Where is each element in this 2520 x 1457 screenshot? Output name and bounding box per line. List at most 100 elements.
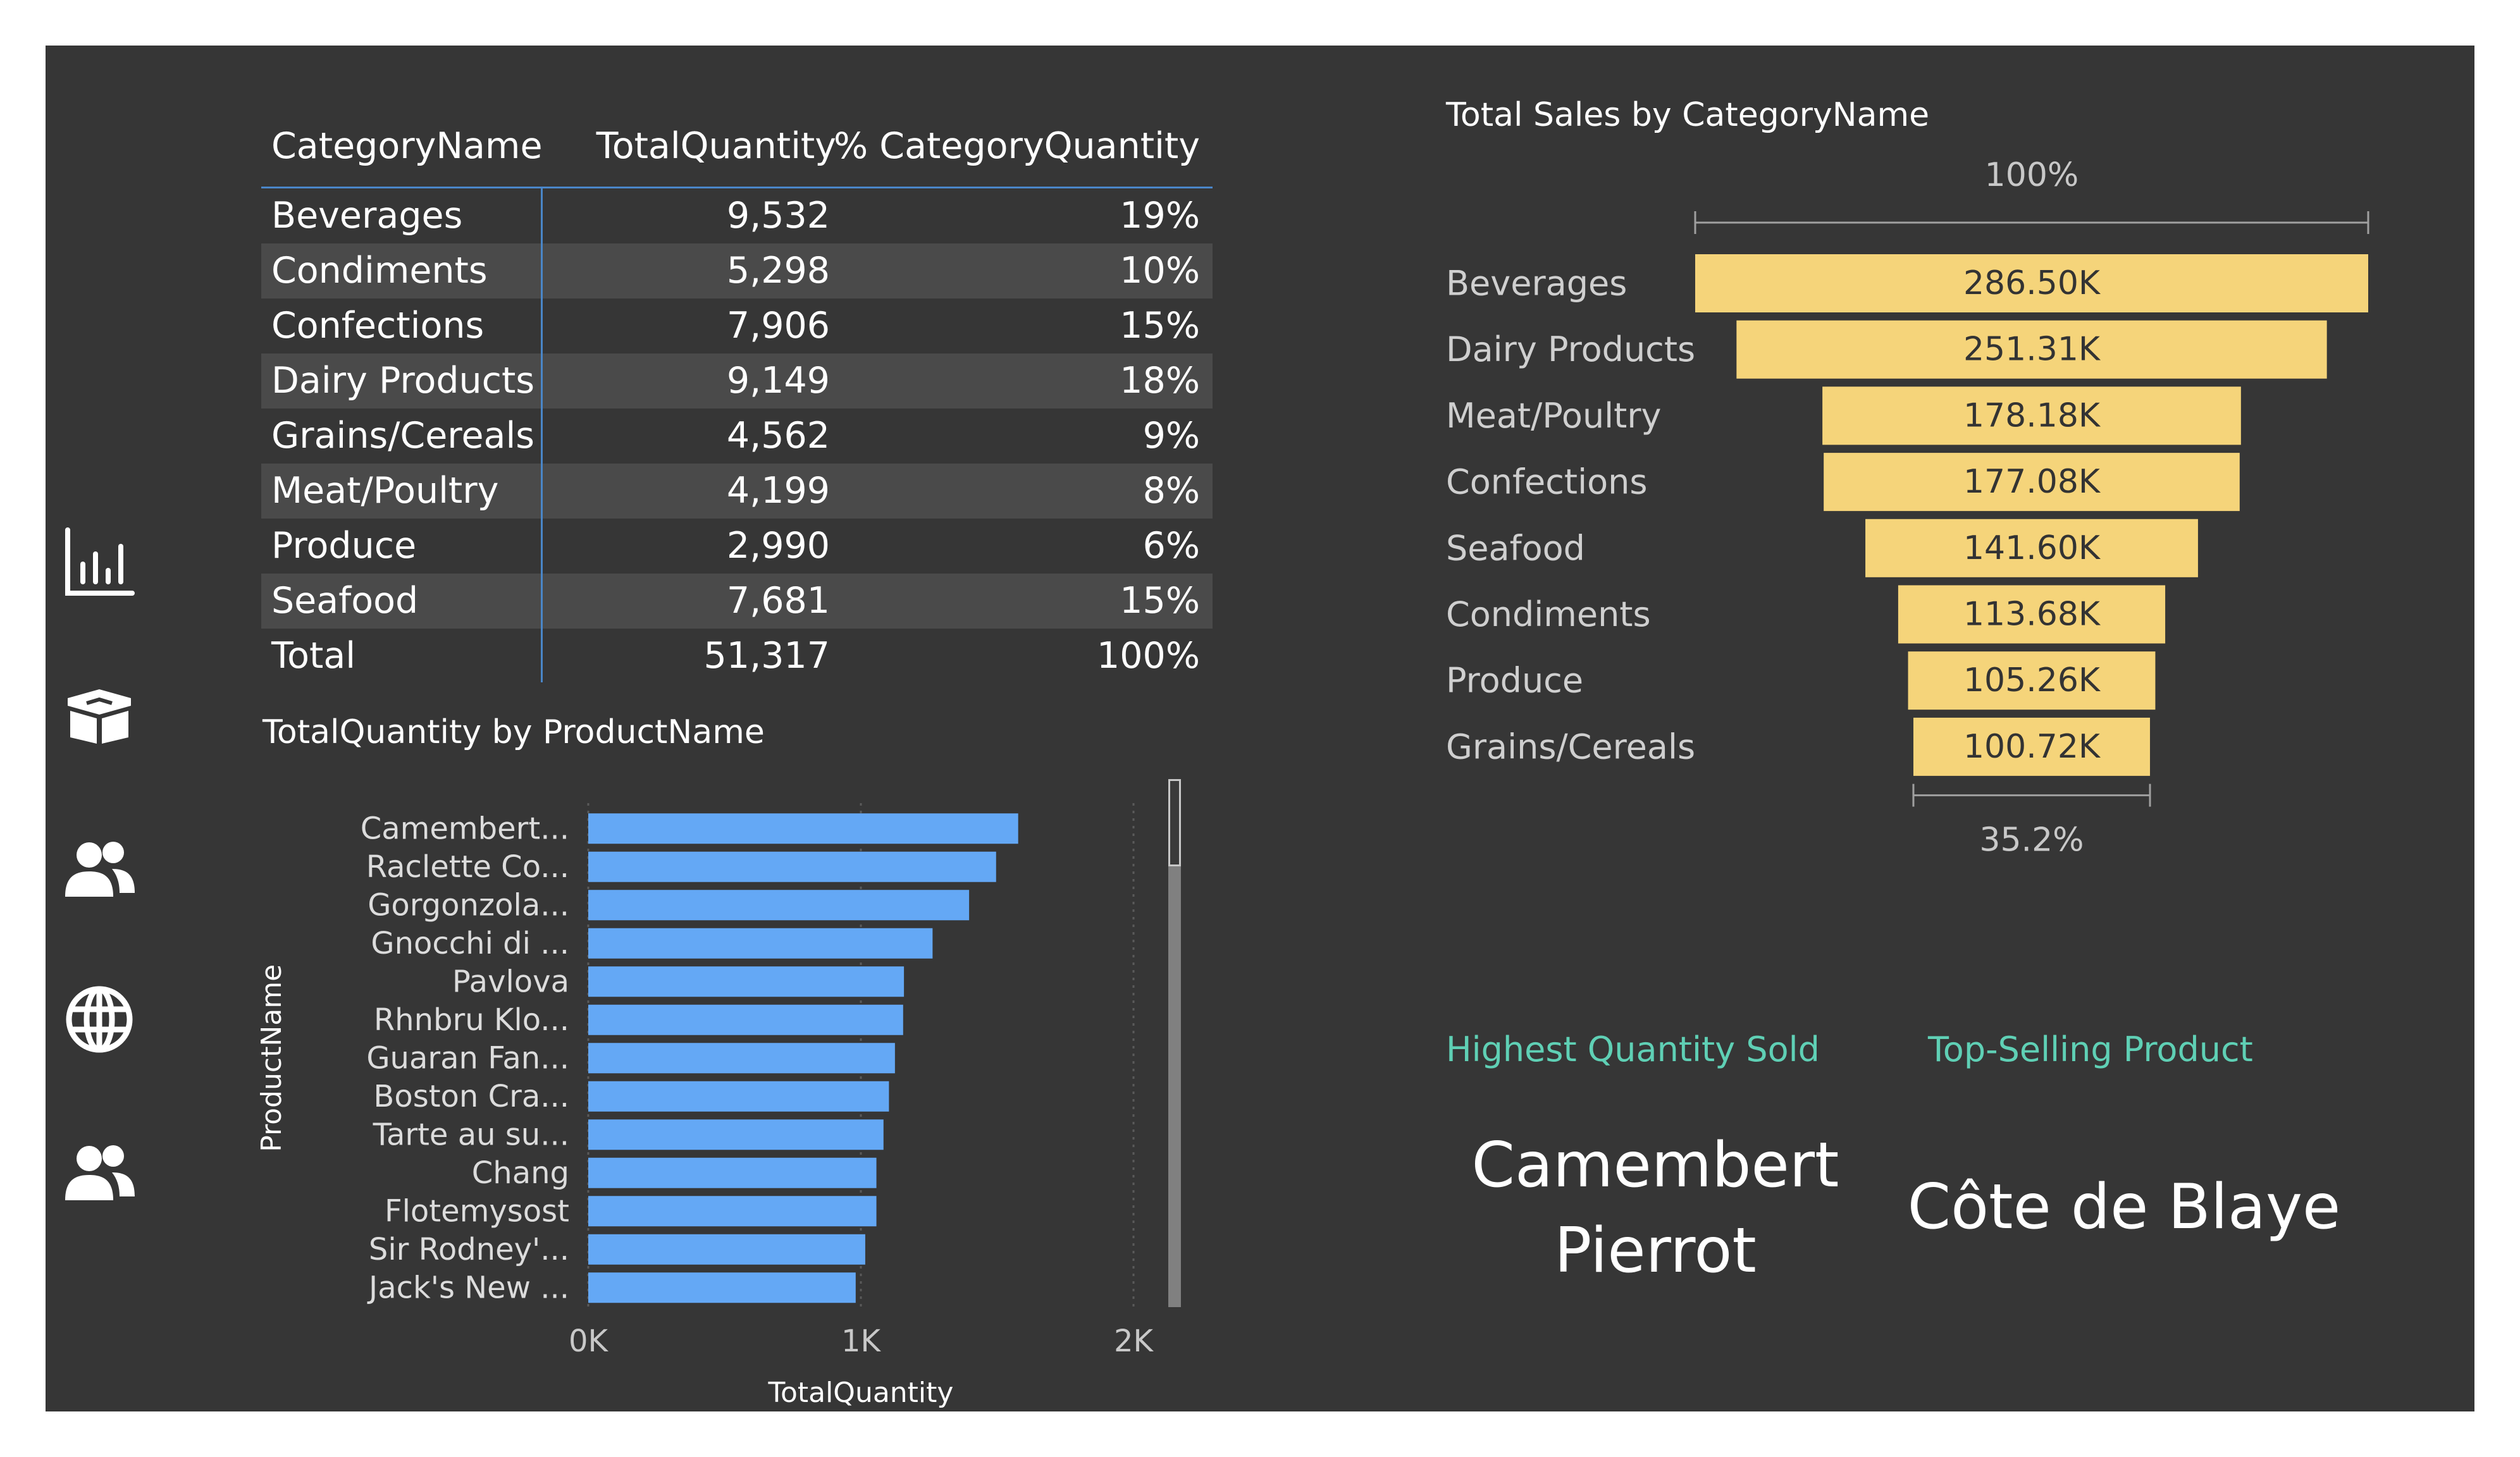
total-label: Total	[271, 635, 356, 677]
users-icon[interactable]	[61, 1133, 137, 1209]
bar-chart-svg: Camembert...Raclette Co...Gorgonzola...G…	[256, 803, 1154, 1409]
column-header[interactable]: CategoryName	[271, 125, 543, 167]
bar[interactable]	[588, 890, 970, 921]
cell-percent: 19%	[1120, 195, 1200, 237]
cell-percent: 6%	[1142, 525, 1200, 567]
cell-quantity: 9,149	[726, 360, 830, 402]
cell-category: Seafood	[271, 580, 419, 622]
category-label: Boston Cra...	[373, 1079, 569, 1114]
x-tick-label: 0K	[569, 1324, 609, 1359]
bar[interactable]	[588, 928, 933, 959]
header-divider	[261, 187, 1213, 188]
funnel-value-label: 141.60K	[1963, 529, 2101, 567]
chart-scrollbar[interactable]	[1168, 779, 1181, 1307]
funnel-category-label: Dairy Products	[1446, 329, 1695, 369]
funnel-value-label: 100.72K	[1963, 728, 2101, 766]
cell-quantity: 9,532	[726, 195, 830, 237]
funnel-category-label: Confections	[1446, 462, 1647, 502]
column-header[interactable]: % CategoryQuantity	[834, 125, 1200, 167]
table-row[interactable]: Seafood 7,681 15%	[261, 574, 1213, 629]
funnel-bar[interactable]	[1695, 254, 2368, 312]
bar[interactable]	[588, 1196, 877, 1227]
x-tick-label: 2K	[1114, 1324, 1154, 1359]
category-label: Sir Rodney'...	[369, 1232, 569, 1267]
users-icon[interactable]	[61, 830, 137, 906]
top-percent-label: 100%	[1985, 156, 2079, 194]
bar[interactable]	[588, 966, 905, 997]
category-label: Camembert...	[361, 811, 569, 846]
globe-icon[interactable]	[61, 981, 137, 1057]
funnel-bar[interactable]	[1824, 453, 2240, 512]
bar-chart-title: TotalQuantity by ProductName	[262, 713, 765, 751]
cell-category: Beverages	[271, 195, 463, 237]
table-row[interactable]: Meat/Poultry 4,199 8%	[261, 464, 1213, 519]
cell-category: Meat/Poultry	[271, 470, 499, 512]
y-axis-title: ProductName	[256, 964, 288, 1152]
funnel-value-label: 286.50K	[1963, 264, 2101, 302]
column-header[interactable]: TotalQuantity	[596, 125, 836, 167]
funnel-value-label: 178.18K	[1963, 397, 2101, 434]
bottom-percent-label: 35.2%	[1979, 821, 2084, 859]
cell-percent: 9%	[1142, 415, 1200, 457]
funnel-bar[interactable]	[1822, 386, 2241, 445]
funnel-bar[interactable]	[1913, 717, 2151, 776]
cell-category: Confections	[271, 305, 485, 347]
bar[interactable]	[588, 851, 996, 882]
cell-category: Condiments	[271, 250, 488, 292]
cell-quantity: 4,199	[726, 470, 830, 512]
funnel-value-label: 251.31K	[1963, 331, 2101, 369]
table-row[interactable]: Condiments 5,298 10%	[261, 243, 1213, 298]
bar-chart-icon[interactable]	[61, 525, 137, 601]
x-tick-label: 1K	[841, 1324, 882, 1359]
bar[interactable]	[588, 813, 1018, 844]
table-row[interactable]: Beverages 9,532 19%	[261, 188, 1213, 243]
chart-scrollbar-thumb[interactable]	[1168, 779, 1181, 866]
cell-percent: 15%	[1120, 305, 1200, 347]
category-label: Rhnbru Klo...	[374, 1002, 569, 1038]
table-row[interactable]: Produce 2,990 6%	[261, 519, 1213, 574]
quantity-by-product-chart: Camembert... Raclette Co... Gorgonzola... G…	[235, 779, 1247, 1411]
top-selling-card-title: Top-Selling Product	[1928, 1030, 2253, 1069]
funnel-bar[interactable]	[1865, 519, 2198, 577]
table-row[interactable]: Grains/Cereals 4,562 9%	[261, 409, 1213, 464]
bar[interactable]	[588, 1157, 877, 1188]
cell-quantity: 4,562	[726, 415, 830, 457]
category-label: Tarte au su...	[373, 1117, 569, 1152]
category-label: Chang	[472, 1155, 569, 1191]
funnel-bar[interactable]	[1908, 651, 2156, 710]
bar[interactable]	[588, 1004, 903, 1035]
table-row[interactable]: Confections 7,906 15%	[261, 298, 1213, 353]
category-label: Jack's New ...	[367, 1270, 569, 1305]
funnel-category-label: Condiments	[1446, 594, 1651, 634]
cell-category: Dairy Products	[271, 360, 535, 402]
bar[interactable]	[588, 1119, 884, 1150]
funnel-bar[interactable]	[1898, 585, 2166, 644]
category-label: Flotemysost	[385, 1193, 569, 1229]
funnel-category-label: Seafood	[1446, 528, 1585, 568]
category-label: Raclette Co...	[366, 849, 569, 885]
cell-quantity: 7,681	[726, 580, 830, 622]
table-header-row: CategoryName TotalQuantity % CategoryQua…	[261, 108, 1213, 184]
table-row[interactable]: Dairy Products 9,149 18%	[261, 353, 1213, 409]
cell-category: Grains/Cereals	[271, 415, 534, 457]
cell-category: Produce	[271, 525, 417, 567]
highest-quantity-card-value: Camembert Pierrot	[1471, 1129, 1839, 1287]
bar[interactable]	[588, 1234, 865, 1265]
category-label: Gorgonzola...	[368, 887, 569, 923]
cell-percent: 8%	[1142, 470, 1200, 512]
bar[interactable]	[588, 1043, 895, 1074]
cell-quantity: 2,990	[726, 525, 830, 567]
funnel-category-label: Meat/Poultry	[1446, 396, 1662, 436]
box-icon[interactable]	[61, 678, 137, 754]
total-percent: 100%	[1097, 635, 1200, 677]
top-selling-card-value: Côte de Blaye	[1907, 1171, 2341, 1243]
bar[interactable]	[588, 1081, 889, 1112]
funnel-value-label: 113.68K	[1963, 596, 2101, 634]
cell-quantity: 5,298	[726, 250, 830, 292]
funnel-value-label: 105.26K	[1963, 661, 2101, 699]
cell-percent: 18%	[1120, 360, 1200, 402]
cell-quantity: 7,906	[726, 305, 830, 347]
funnel-category-label: Grains/Cereals	[1446, 727, 1695, 766]
funnel-bar[interactable]	[1736, 320, 2327, 379]
bar[interactable]	[588, 1272, 856, 1303]
